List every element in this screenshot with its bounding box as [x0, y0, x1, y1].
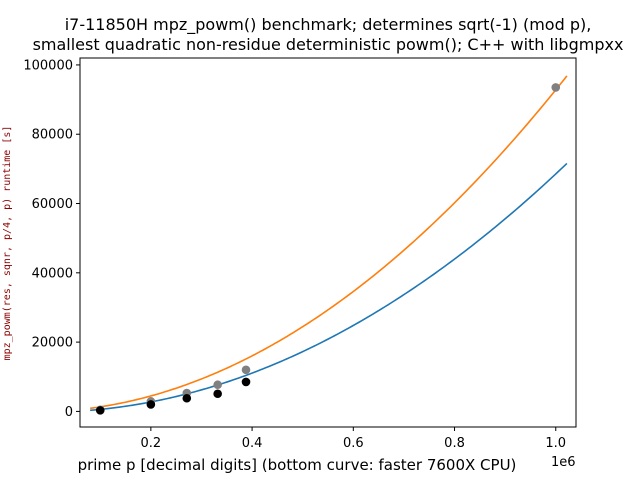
fit-curve-1: [90, 162, 568, 412]
y-tick-label: 60000: [32, 197, 73, 212]
series-1-point-4: [241, 377, 251, 387]
series-1-point-1: [146, 400, 156, 409]
series-1-point-0: [95, 406, 105, 415]
chart-title-line-2: smallest quadratic non-residue determini…: [33, 35, 624, 54]
y-axis-ticks: 0 20000 40000 60000 80000 100000: [23, 58, 80, 420]
fit-curve-0: [90, 75, 568, 410]
chart-title-line-1: i7-11850H mpz_powm() benchmark; determin…: [65, 15, 592, 35]
x-tick-label: 0.4: [242, 436, 263, 451]
series-0-point-4: [241, 365, 251, 375]
series-0-point-3: [213, 380, 222, 390]
plot-frame: [79, 57, 577, 428]
y-axis-label: mpz_powm(res, sqnr, p/4, p) runtime [s]: [2, 126, 13, 361]
series-1-point-3: [213, 389, 222, 399]
x-axis-label: prime p [decimal digits] (bottom curve: …: [78, 456, 517, 474]
data-points: [95, 83, 561, 415]
x-tick-label: 0.2: [141, 436, 162, 451]
series-0-point-5: [551, 83, 561, 92]
x-tick-label: 0.8: [444, 436, 465, 451]
y-tick-label: 80000: [32, 128, 73, 143]
y-tick-label: 0: [65, 405, 73, 420]
x-tick-label: 1.0: [545, 436, 566, 451]
series-1-point-2: [182, 393, 192, 403]
fit-curves: [90, 75, 568, 412]
y-tick-label: 20000: [32, 336, 73, 351]
x-axis-offset-label: 1e6: [551, 455, 576, 470]
x-axis-ticks: 0.2 0.4 0.6 0.8 1.0: [141, 427, 566, 451]
x-tick-label: 0.6: [343, 436, 364, 451]
y-tick-label: 40000: [32, 266, 73, 281]
y-tick-label: 100000: [23, 58, 73, 73]
